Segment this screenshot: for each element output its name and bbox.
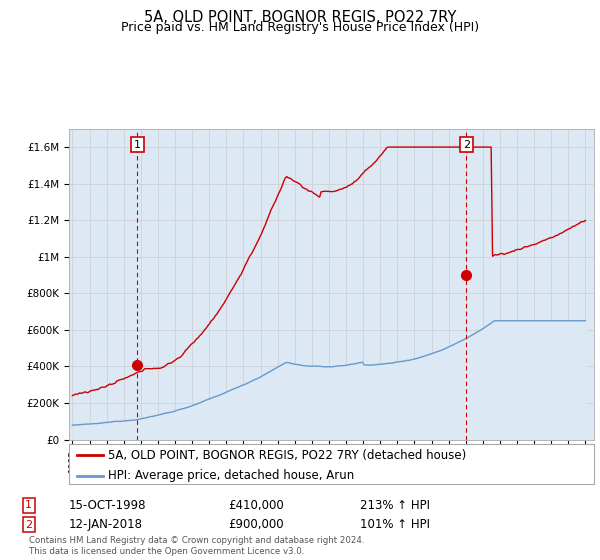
Text: £410,000: £410,000 [228,498,284,512]
Text: 101% ↑ HPI: 101% ↑ HPI [360,518,430,531]
Text: £900,000: £900,000 [228,518,284,531]
Text: 1: 1 [25,500,32,510]
Text: 2: 2 [463,139,470,150]
Text: HPI: Average price, detached house, Arun: HPI: Average price, detached house, Arun [109,469,355,482]
Text: 15-OCT-1998: 15-OCT-1998 [69,498,146,512]
Text: 5A, OLD POINT, BOGNOR REGIS, PO22 7RY (detached house): 5A, OLD POINT, BOGNOR REGIS, PO22 7RY (d… [109,449,467,462]
Text: 12-JAN-2018: 12-JAN-2018 [69,518,143,531]
Text: 1: 1 [134,139,141,150]
Text: 213% ↑ HPI: 213% ↑ HPI [360,498,430,512]
Text: 5A, OLD POINT, BOGNOR REGIS, PO22 7RY: 5A, OLD POINT, BOGNOR REGIS, PO22 7RY [144,10,456,25]
Text: Contains HM Land Registry data © Crown copyright and database right 2024.
This d: Contains HM Land Registry data © Crown c… [29,536,364,556]
Text: 2: 2 [25,520,32,530]
Text: Price paid vs. HM Land Registry's House Price Index (HPI): Price paid vs. HM Land Registry's House … [121,21,479,34]
